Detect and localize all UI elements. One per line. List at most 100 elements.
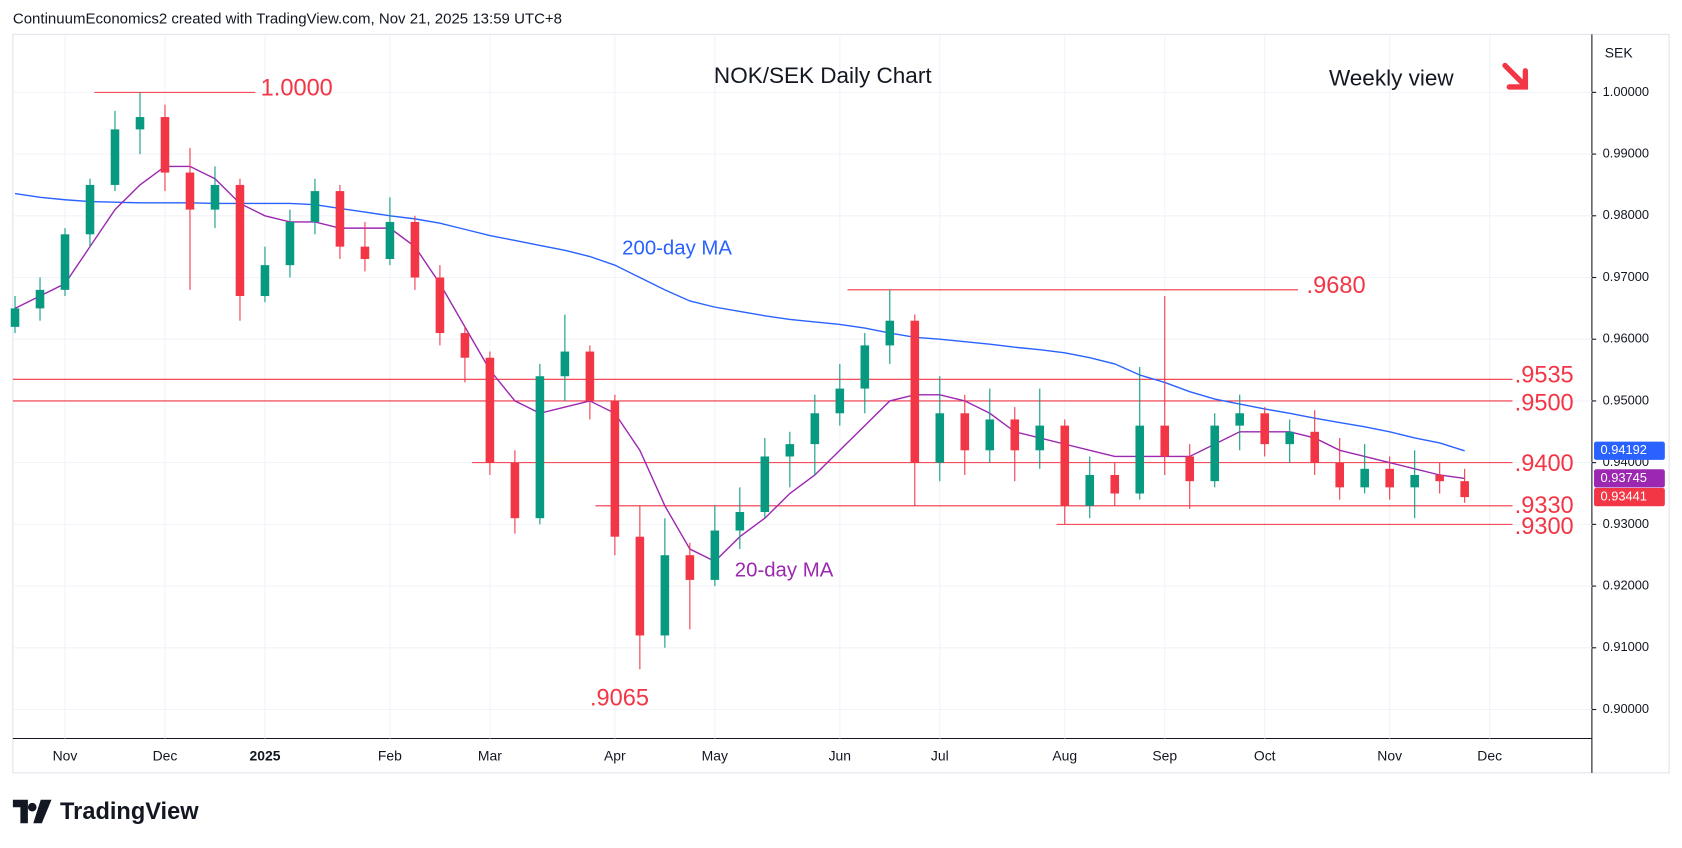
candle-body: [135, 117, 145, 130]
candle-body: [585, 351, 595, 401]
x-tick-label: Nov: [1377, 747, 1402, 763]
level-label: .9300: [1515, 514, 1574, 540]
candle-body: [485, 357, 495, 463]
x-tick-label: Aug: [1052, 747, 1077, 763]
price-tag-label: 0.93745: [1600, 470, 1646, 485]
level-label: .9535: [1515, 362, 1574, 388]
series-label: 200-day MA: [622, 237, 732, 259]
down-arrow: [1502, 62, 1529, 90]
candle-body: [35, 289, 45, 309]
candle-body: [660, 555, 670, 636]
x-tick-label: Apr: [604, 747, 626, 763]
candle-body: [935, 413, 945, 463]
price-tag-label: 0.94192: [1600, 442, 1646, 457]
x-tick-label: Oct: [1254, 747, 1276, 763]
candle-body: [510, 462, 520, 519]
candle-body: [885, 320, 895, 346]
candle-body: [910, 320, 920, 463]
candle-body: [285, 221, 295, 266]
candle-body: [110, 129, 120, 185]
candle-body: [185, 172, 195, 210]
candle-body: [1035, 425, 1045, 451]
candle-body: [410, 221, 420, 278]
candle-body: [460, 333, 470, 358]
y-tick-label: 0.98000: [1603, 207, 1649, 222]
candle-body: [860, 345, 870, 389]
y-tick-label: 0.97000: [1603, 269, 1649, 284]
candle-body: [785, 444, 795, 457]
y-tick-label: 0.90000: [1603, 701, 1649, 716]
price-tag-label: 0.93441: [1600, 489, 1646, 504]
frame: [12, 33, 1670, 774]
candle-body: [160, 117, 170, 173]
candle-body: [1410, 474, 1419, 488]
plot: [10, 91, 1513, 670]
price-tag: [1594, 441, 1665, 460]
candle-body: [610, 400, 620, 537]
x-tick-label: 2025: [249, 747, 280, 763]
currency: SEK: [1605, 44, 1634, 60]
y-tick-label: 0.93000: [1603, 516, 1649, 531]
subtitle: Weekly view: [1329, 65, 1454, 90]
x-tick-label: Nov: [53, 747, 78, 763]
candle-body: [560, 351, 570, 377]
candle-body: [1160, 425, 1170, 457]
candle-body: [1235, 413, 1245, 426]
candle-body: [1285, 431, 1295, 445]
candle-body: [1310, 431, 1319, 463]
candle-body: [435, 277, 445, 334]
x-tick-label: Mar: [478, 747, 502, 763]
candle-body: [1185, 456, 1195, 482]
candle-body: [85, 184, 95, 235]
x-tick-label: Jul: [931, 747, 949, 763]
tradingview-logo: TradingView: [12, 799, 199, 825]
level-label: .9330: [1515, 493, 1574, 519]
y-tick-label: 0.91000: [1603, 639, 1649, 654]
candle-body: [535, 376, 545, 519]
x-tick-label: Jun: [829, 747, 851, 763]
candle-body: [985, 419, 995, 451]
candle-body: [635, 536, 645, 636]
candle-body: [360, 246, 370, 259]
y-tick-label: 1.00000: [1603, 84, 1649, 99]
candle-body: [1210, 425, 1220, 482]
candle-body: [1110, 474, 1120, 494]
level-label: .9065: [590, 686, 649, 712]
candle-body: [1260, 413, 1270, 445]
series-label: 20-day MA: [735, 559, 834, 581]
logo-text: TradingView: [60, 799, 199, 825]
candle-body: [1360, 468, 1369, 488]
y-tick-label: 0.95000: [1603, 392, 1649, 407]
candle-body: [960, 413, 970, 451]
candle-body: [1335, 462, 1344, 488]
candle-body: [10, 308, 20, 327]
candle-body: [1135, 425, 1145, 494]
candle-body: [685, 555, 695, 580]
level-label: .9680: [1307, 273, 1366, 299]
chart-title: NOK/SEK Daily Chart: [714, 63, 932, 88]
x-tick-label: Sep: [1152, 747, 1177, 763]
candle-body: [60, 234, 70, 290]
candle-body: [260, 265, 270, 297]
candle-body: [335, 191, 345, 247]
price-tag: [1594, 488, 1665, 507]
candle-body: [835, 388, 845, 414]
header: ContinuumEconomics2 created with Trading…: [13, 10, 562, 27]
x-tick-label: Feb: [378, 747, 402, 763]
ma-line: [14, 192, 1465, 452]
x-tick-label: Dec: [1477, 747, 1502, 763]
x-tick-label: May: [702, 747, 728, 763]
price-tag: [1594, 469, 1665, 488]
candle-body: [1385, 468, 1394, 488]
candle-body: [1460, 481, 1469, 498]
level-label: .9500: [1515, 390, 1574, 416]
candle-body: [310, 191, 320, 222]
candle-body: [710, 530, 720, 580]
candle-body: [1085, 474, 1095, 506]
candle-body: [1060, 425, 1070, 506]
candle-body: [1435, 474, 1444, 482]
candle-body: [210, 184, 220, 210]
x-tick-label: Dec: [153, 747, 178, 763]
